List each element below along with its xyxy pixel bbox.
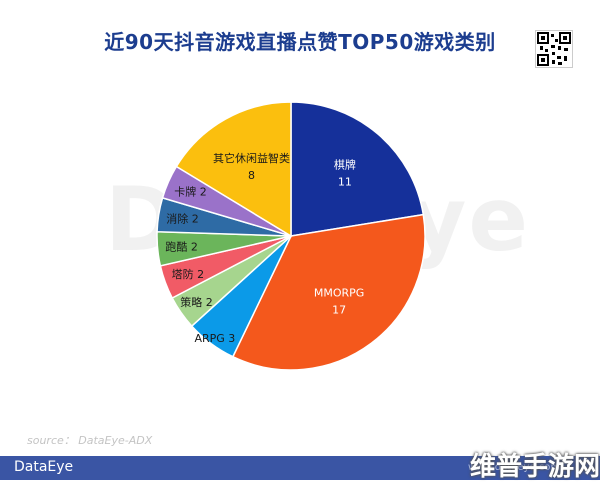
slice-value: 8 xyxy=(248,169,255,182)
pie-slice xyxy=(175,101,292,238)
pie-slices xyxy=(156,101,426,371)
slice-label: 其它休闲益智类 xyxy=(213,151,290,165)
slice-label: ARPG 3 xyxy=(194,332,235,345)
qr-code-icon xyxy=(535,30,573,68)
slice-value: 11 xyxy=(338,176,352,189)
corner-watermark: 维普手游网 xyxy=(470,452,600,482)
footer-bar: DataEye www.dataeye.com xyxy=(0,456,600,480)
footer-website: www.dataeye.com xyxy=(468,462,561,473)
pie-slice xyxy=(231,213,426,371)
slice-label: 棋牌 xyxy=(334,158,356,172)
footer-logo: DataEye xyxy=(14,459,74,475)
source-note: source： DataEye-ADX xyxy=(27,434,153,447)
slice-label: MMORPG xyxy=(314,286,364,299)
slice-value: 17 xyxy=(332,303,346,316)
slice-label: 卡牌 2 xyxy=(174,185,207,199)
slice-label: 策略 2 xyxy=(180,295,213,309)
pie-labels: 棋牌 11 MMORPG 17 ARPG 3 策略 2 塔防 2 跑酷 2 消除 2 卡牌 2 其它… xyxy=(165,151,364,345)
slice-label: 跑酷 2 xyxy=(165,240,198,254)
chart-title: 近90天抖音游戏直播点赞TOP50游戏类别 xyxy=(104,30,496,54)
slice-label: 消除 2 xyxy=(166,212,199,226)
slice-label: 塔防 2 xyxy=(172,267,205,281)
pie-slice xyxy=(290,101,425,237)
